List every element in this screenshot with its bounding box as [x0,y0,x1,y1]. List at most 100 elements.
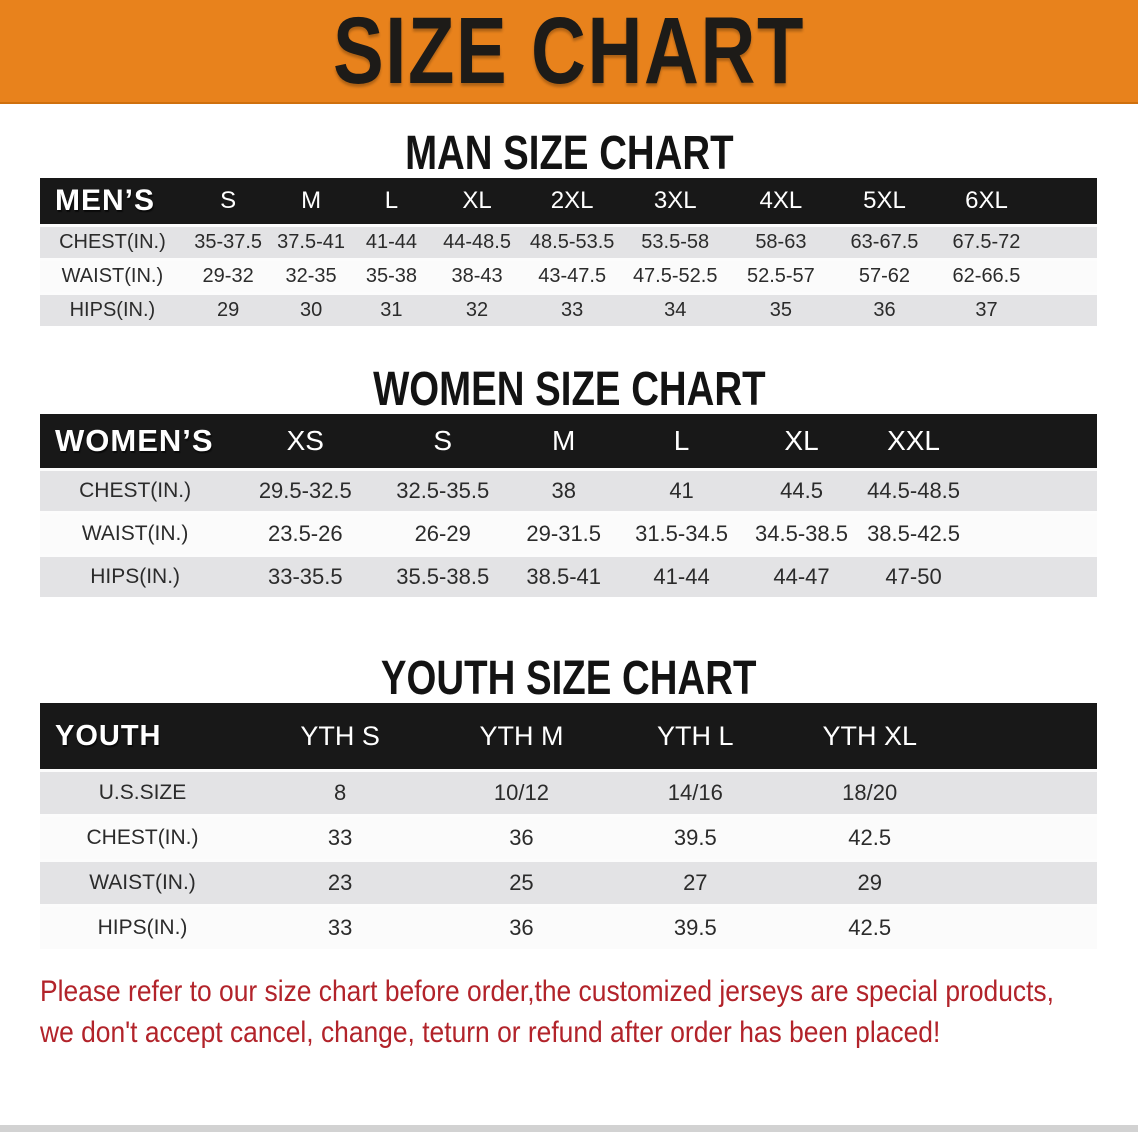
table-row: WAIST(IN.) 23 25 27 29 [40,859,1097,904]
size-value-cell: 29 [783,859,957,904]
bottom-edge-strip [0,1125,1138,1132]
size-value-cell: 35-38 [350,258,433,292]
size-column-header: 3XL [622,178,729,224]
size-value-cell: 47-50 [862,554,965,597]
size-value-cell: 48.5-53.5 [521,224,623,258]
youth-size-table: YOUTH YTH S YTH M YTH L YTH XL U.S.SIZE 8 10/12… [40,703,1097,949]
table-row: U.S.SIZE 8 10/12 14/16 18/20 [40,769,1097,814]
spacer-cell [956,814,1097,859]
size-value-cell: 23 [245,859,436,904]
size-value-cell: 38 [505,468,623,511]
size-value-cell: 25 [435,859,608,904]
size-value-cell: 57-62 [833,258,936,292]
size-value-cell: 36 [435,814,608,859]
size-column-header: 4XL [728,178,834,224]
size-value-cell: 43-47.5 [521,258,623,292]
spacer-cell [956,769,1097,814]
size-value-cell: 32-35 [271,258,351,292]
measurement-row-label: WAIST(IN.) [40,511,231,554]
size-value-cell: 35-37.5 [184,224,272,258]
size-value-cell: 52.5-57 [728,258,834,292]
measurement-row-label: CHEST(IN.) [40,468,231,511]
size-value-cell: 44.5-48.5 [862,468,965,511]
measurement-row-label: CHEST(IN.) [40,814,246,859]
size-value-cell: 62-66.5 [935,258,1038,292]
size-value-cell: 42.5 [783,814,957,859]
size-value-cell: 47.5-52.5 [622,258,729,292]
table-group-label: WOMEN’S [40,414,231,468]
size-value-cell: 33 [245,814,436,859]
spacer-cell [964,468,1097,511]
size-table-header-row: WOMEN’S XS S M L XL XXL [40,414,1097,468]
table-row: CHEST(IN.) 29.5-32.5 32.5-35.5 38 41 44.5 44.5… [40,468,1097,511]
measurement-row-label: WAIST(IN.) [40,258,185,292]
size-value-cell: 38.5-41 [505,554,623,597]
table-row: HIPS(IN.) 33-35.5 35.5-38.5 38.5-41 41-44 44-… [40,554,1097,597]
size-column-header: 2XL [521,178,623,224]
size-value-cell: 42.5 [783,904,957,949]
spacer-cell [956,703,1097,769]
size-value-cell: 63-67.5 [833,224,936,258]
size-value-cell: 14/16 [607,769,784,814]
size-value-cell: 29 [184,292,272,326]
size-column-header: YTH M [435,703,608,769]
youth-size-chart-title: YOUTH SIZE CHART [381,652,757,705]
spacer-cell [1037,258,1097,292]
size-value-cell: 38-43 [432,258,522,292]
size-column-header: M [505,414,623,468]
spacer-cell [964,554,1097,597]
size-column-header: YTH S [245,703,436,769]
size-chart-banner: SIZE CHART [0,0,1138,104]
measurement-row-label: HIPS(IN.) [40,292,185,326]
size-column-header: XL [740,414,863,468]
table-group-label: YOUTH [40,703,246,769]
size-value-cell: 33 [521,292,623,326]
table-row: CHEST(IN.) 35-37.5 37.5-41 41-44 44-48.5 48.5… [40,224,1097,258]
size-value-cell: 44.5 [740,468,863,511]
spacer-cell [964,414,1097,468]
women-size-section: WOMEN SIZE CHART WOMEN’S XS S M L XL XXL CHEST(… [0,366,1138,597]
size-value-cell: 29-31.5 [505,511,623,554]
measurement-row-label: CHEST(IN.) [40,224,185,258]
size-value-cell: 31.5-34.5 [622,511,741,554]
spacer-cell [956,859,1097,904]
size-value-cell: 44-48.5 [432,224,522,258]
size-value-cell: 67.5-72 [935,224,1038,258]
size-value-cell: 44-47 [740,554,863,597]
spacer-cell [956,904,1097,949]
size-chart-banner-title: SIZE CHART [333,0,805,104]
size-value-cell: 31 [350,292,433,326]
size-value-cell: 27 [607,859,784,904]
size-value-cell: 35.5-38.5 [380,554,506,597]
size-value-cell: 41-44 [350,224,433,258]
size-value-cell: 58-63 [728,224,834,258]
size-value-cell: 34.5-38.5 [740,511,863,554]
size-value-cell: 41 [622,468,741,511]
women-size-table: WOMEN’S XS S M L XL XXL CHEST(IN.) 29.5-32.5 32.5… [40,414,1097,597]
measurement-row-label: WAIST(IN.) [40,859,246,904]
size-column-header: XL [432,178,522,224]
size-value-cell: 35 [728,292,834,326]
size-value-cell: 53.5-58 [622,224,729,258]
table-group-label: MEN’S [40,178,185,224]
size-table-header-row: YOUTH YTH S YTH M YTH L YTH XL [40,703,1097,769]
table-row: WAIST(IN.) 29-32 32-35 35-38 38-43 43-47.5 47.… [40,258,1097,292]
women-size-chart-title: WOMEN SIZE CHART [372,363,766,416]
size-value-cell: 18/20 [783,769,957,814]
table-row: WAIST(IN.) 23.5-26 26-29 29-31.5 31.5-34.5 34… [40,511,1097,554]
men-size-table: MEN’S S M L XL 2XL 3XL 4XL 5XL 6XL CHEST(IN.) 35-37… [40,178,1097,326]
size-column-header: YTH XL [783,703,957,769]
size-value-cell: 30 [271,292,351,326]
size-value-cell: 26-29 [380,511,506,554]
size-value-cell: 29-32 [184,258,272,292]
measurement-row-label: HIPS(IN.) [40,554,231,597]
size-column-header: XXL [862,414,965,468]
spacer-cell [1037,292,1097,326]
table-row: HIPS(IN.) 33 36 39.5 42.5 [40,904,1097,949]
size-value-cell: 32 [432,292,522,326]
size-column-header: L [622,414,741,468]
size-value-cell: 33-35.5 [230,554,381,597]
table-row: CHEST(IN.) 33 36 39.5 42.5 [40,814,1097,859]
measurement-row-label: U.S.SIZE [40,769,246,814]
size-value-cell: 29.5-32.5 [230,468,381,511]
